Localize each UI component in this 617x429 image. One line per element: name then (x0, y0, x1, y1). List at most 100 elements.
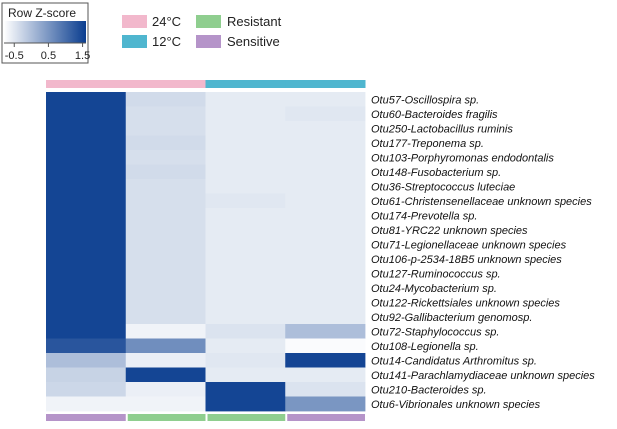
heatmap-cell (285, 295, 366, 310)
heatmap-cell (285, 164, 366, 180)
heatmap-cell (46, 251, 127, 267)
heatmap-cell (285, 179, 366, 194)
legend: 24°C 12°C Resistant Sensitive (122, 14, 282, 49)
heatmap-cell (285, 280, 366, 296)
heatmap-cell (205, 266, 286, 281)
temperature-bar-segment (285, 80, 366, 88)
heatmap-cell (205, 324, 286, 339)
row-label: Otu127-Ruminococcus sp. (371, 268, 501, 280)
heatmap-cell (46, 266, 127, 281)
row-label: Otu57-Oscillospira sp. (371, 94, 479, 106)
heatmap-cell (46, 222, 127, 238)
heatmap-cell (285, 353, 366, 368)
phenotype-bar-segment (46, 414, 126, 421)
heatmap-cell (285, 121, 366, 136)
row-label: Otu14-Candidatus Arthromitus sp. (371, 355, 537, 367)
color-key: Row Z-score -0.5 0.5 1.5 (1, 2, 90, 64)
heatmap-cell (205, 222, 286, 238)
color-key-tick-label: 0.5 (41, 50, 56, 62)
heatmap-cell (285, 396, 366, 412)
heatmap-cell (46, 382, 127, 397)
heatmap-cell (46, 396, 127, 412)
heatmap-cells (46, 92, 366, 412)
heatmap-cell (46, 164, 127, 180)
heatmap-cell (285, 92, 366, 107)
legend-swatch-12c (122, 35, 147, 48)
heatmap-cell (46, 353, 127, 368)
phenotype-bar-segment (127, 414, 206, 421)
heatmap-cell (205, 92, 286, 107)
heatmap-cell (46, 309, 127, 325)
row-label: Otu61-Christensenellaceae unknown specie… (371, 196, 592, 208)
heatmap-cell (125, 164, 206, 180)
heatmap-cell (125, 106, 206, 122)
legend-swatch-resistant (196, 15, 221, 28)
row-label: Otu174-Prevotella sp. (371, 210, 477, 222)
heatmap-cell (205, 338, 286, 354)
heatmap-cell (46, 280, 127, 296)
heatmap-cell (205, 295, 286, 310)
heatmap-cell (125, 135, 206, 151)
color-key-tick-label: 1.5 (75, 50, 90, 62)
legend-label-24c: 24°C (152, 14, 181, 29)
heatmap-cell (125, 324, 206, 339)
heatmap-cell (125, 309, 206, 325)
heatmap-cell (285, 382, 366, 397)
legend-label-sensitive: Sensitive (227, 34, 280, 49)
heatmap-cell (46, 106, 127, 122)
legend-swatch-sensitive (196, 35, 221, 48)
row-label: Otu71-Legionellaceae unknown species (371, 239, 567, 251)
heatmap-cell (285, 237, 366, 252)
row-label: Otu210-Bacteroides sp. (371, 384, 487, 396)
heatmap-cell (205, 280, 286, 296)
heatmap-cell (46, 121, 127, 136)
row-label: Otu148-Fusobacterium sp. (371, 167, 501, 179)
heatmap-cell (125, 266, 206, 281)
heatmap-cell (125, 193, 206, 209)
heatmap-cell (46, 208, 127, 223)
heatmap-cell (46, 338, 127, 354)
heatmap-cell (285, 150, 366, 165)
heatmap-cell (125, 121, 206, 136)
heatmap-cell (205, 135, 286, 151)
heatmap-cell (285, 251, 366, 267)
row-label: Otu250-Lactobacillus ruminis (371, 123, 513, 135)
heatmap-cell (125, 251, 206, 267)
heatmap-cell (205, 309, 286, 325)
row-label: Otu108-Legionella sp. (371, 341, 479, 353)
heatmap-cell (285, 222, 366, 238)
row-label: Otu106-p-2534-18B5 unknown species (371, 254, 562, 266)
heatmap-cell (205, 382, 286, 397)
row-label: Otu24-Mycobacterium sp. (371, 283, 497, 295)
color-key-gradient (4, 21, 86, 43)
heatmap-cell (125, 92, 206, 107)
heatmap-cell (125, 353, 206, 368)
heatmap-cell (46, 367, 127, 383)
row-label: Otu103-Porphyromonas endodontalis (371, 152, 554, 164)
heatmap-cell (205, 106, 286, 122)
heatmap-cell (46, 324, 127, 339)
legend-swatch-24c (122, 15, 147, 28)
row-label: Otu36-Streptococcus luteciae (371, 181, 515, 193)
temperature-annotation-bar (46, 80, 366, 88)
color-key-tick-label: -0.5 (5, 50, 24, 62)
row-label: Otu72-Staphylococcus sp. (371, 326, 499, 338)
heatmap-cell (125, 150, 206, 165)
heatmap-cell (285, 324, 366, 339)
row-label: Otu6-Vibrionales unknown species (371, 399, 541, 411)
phenotype-bar-segment (207, 414, 286, 421)
heatmap-cell (46, 237, 127, 252)
heatmap-cell (125, 179, 206, 194)
row-label: Otu177-Treponema sp. (371, 138, 484, 150)
heatmap-cell (205, 150, 286, 165)
phenotype-bar-segment (287, 414, 365, 421)
heatmap-cell (125, 338, 206, 354)
heatmap-cell (205, 121, 286, 136)
heatmap-cell (205, 353, 286, 368)
heatmap-cell (285, 309, 366, 325)
row-label: Otu81-YRC22 unknown species (371, 225, 528, 237)
row-label: Otu92-Gallibacterium genomosp. (371, 312, 532, 324)
temperature-bar-segment (125, 80, 206, 88)
heatmap-cell (205, 396, 286, 412)
heatmap-cell (285, 208, 366, 223)
